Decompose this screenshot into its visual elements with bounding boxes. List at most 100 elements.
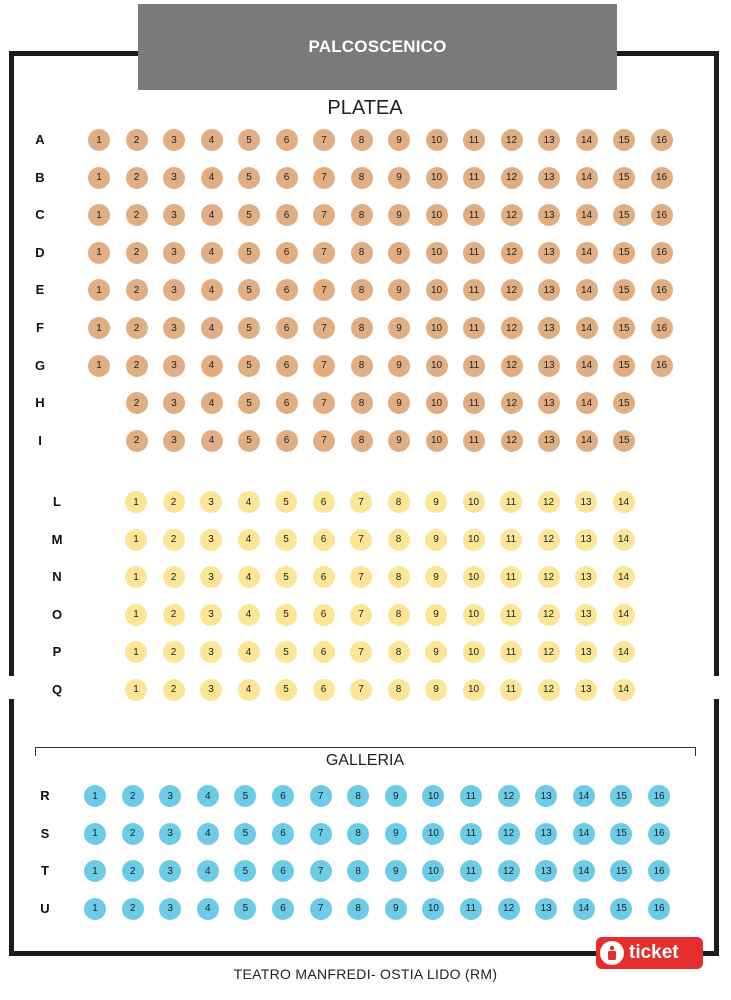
- seat-h-13[interactable]: 13: [538, 392, 560, 415]
- seat-s-16[interactable]: 16: [648, 822, 670, 845]
- seat-n-13[interactable]: 13: [575, 566, 597, 588]
- seat-a-4[interactable]: 4: [200, 129, 223, 151]
- seat-d-13[interactable]: 13: [538, 241, 560, 264]
- seat-n-12[interactable]: 12: [537, 566, 560, 588]
- seat-c-8[interactable]: 8: [350, 204, 373, 227]
- seat-q-5[interactable]: 5: [275, 678, 297, 701]
- seat-i-4[interactable]: 4: [200, 429, 223, 452]
- seat-g-6[interactable]: 6: [275, 354, 298, 377]
- seat-f-15[interactable]: 15: [613, 317, 635, 339]
- seat-q-8[interactable]: 8: [387, 678, 410, 701]
- seat-h-8[interactable]: 8: [350, 392, 373, 415]
- seat-m-1[interactable]: 1: [125, 528, 147, 551]
- seat-i-8[interactable]: 8: [350, 429, 373, 452]
- seat-o-3[interactable]: 3: [200, 603, 222, 626]
- seat-e-10[interactable]: 10: [425, 279, 448, 302]
- seat-o-4[interactable]: 4: [237, 603, 260, 626]
- seat-q-1[interactable]: 1: [125, 678, 147, 701]
- seat-q-13[interactable]: 13: [575, 678, 597, 701]
- seat-a-16[interactable]: 16: [650, 129, 673, 151]
- seat-t-5[interactable]: 5: [234, 860, 257, 883]
- seat-e-14[interactable]: 14: [575, 279, 598, 302]
- seat-r-3[interactable]: 3: [159, 785, 182, 807]
- seat-s-1[interactable]: 1: [84, 822, 106, 845]
- seat-l-6[interactable]: 6: [312, 491, 335, 513]
- seat-c-9[interactable]: 9: [388, 204, 410, 227]
- seat-f-9[interactable]: 9: [388, 317, 410, 339]
- seat-s-12[interactable]: 12: [497, 822, 520, 845]
- seat-g-16[interactable]: 16: [650, 354, 673, 377]
- seat-o-13[interactable]: 13: [575, 603, 597, 626]
- seat-h-14[interactable]: 14: [575, 392, 598, 415]
- seat-g-4[interactable]: 4: [200, 354, 223, 377]
- seat-b-5[interactable]: 5: [238, 166, 260, 189]
- seat-e-5[interactable]: 5: [238, 279, 260, 302]
- seat-e-11[interactable]: 11: [463, 279, 485, 302]
- seat-b-12[interactable]: 12: [500, 166, 523, 189]
- seat-d-16[interactable]: 16: [650, 241, 673, 264]
- seat-b-3[interactable]: 3: [163, 166, 185, 189]
- seat-b-10[interactable]: 10: [425, 166, 448, 189]
- seat-c-12[interactable]: 12: [500, 204, 523, 227]
- seat-r-6[interactable]: 6: [272, 785, 294, 807]
- seat-p-9[interactable]: 9: [425, 641, 447, 663]
- seat-n-3[interactable]: 3: [200, 566, 222, 588]
- seat-p-14[interactable]: 14: [612, 641, 635, 663]
- seat-m-13[interactable]: 13: [575, 528, 597, 551]
- seat-g-14[interactable]: 14: [575, 354, 598, 377]
- seat-a-8[interactable]: 8: [350, 129, 373, 151]
- seat-g-12[interactable]: 12: [500, 354, 523, 377]
- seat-l-10[interactable]: 10: [462, 491, 485, 513]
- seat-a-10[interactable]: 10: [425, 129, 448, 151]
- seat-t-16[interactable]: 16: [648, 860, 670, 883]
- seat-t-10[interactable]: 10: [422, 860, 445, 883]
- seat-d-1[interactable]: 1: [88, 241, 110, 264]
- seat-c-6[interactable]: 6: [275, 204, 298, 227]
- seat-f-6[interactable]: 6: [275, 317, 298, 339]
- seat-g-5[interactable]: 5: [238, 354, 260, 377]
- seat-u-16[interactable]: 16: [648, 897, 670, 920]
- seat-l-12[interactable]: 12: [537, 491, 560, 513]
- seat-l-2[interactable]: 2: [162, 491, 185, 513]
- seat-c-13[interactable]: 13: [538, 204, 560, 227]
- seat-g-15[interactable]: 15: [613, 354, 635, 377]
- seat-p-5[interactable]: 5: [275, 641, 297, 663]
- seat-l-4[interactable]: 4: [237, 491, 260, 513]
- seat-r-5[interactable]: 5: [234, 785, 257, 807]
- seat-f-14[interactable]: 14: [575, 317, 598, 339]
- seat-h-12[interactable]: 12: [500, 392, 523, 415]
- seat-l-3[interactable]: 3: [200, 491, 222, 513]
- seat-o-7[interactable]: 7: [350, 603, 372, 626]
- seat-i-9[interactable]: 9: [388, 429, 410, 452]
- seat-c-7[interactable]: 7: [313, 204, 335, 227]
- seat-u-8[interactable]: 8: [347, 897, 370, 920]
- seat-f-16[interactable]: 16: [650, 317, 673, 339]
- seat-r-12[interactable]: 12: [497, 785, 520, 807]
- seat-d-6[interactable]: 6: [275, 241, 298, 264]
- seat-c-16[interactable]: 16: [650, 204, 673, 227]
- seat-s-10[interactable]: 10: [422, 822, 445, 845]
- seat-a-12[interactable]: 12: [500, 129, 523, 151]
- seat-n-7[interactable]: 7: [350, 566, 372, 588]
- seat-h-4[interactable]: 4: [200, 392, 223, 415]
- seat-g-1[interactable]: 1: [88, 354, 110, 377]
- seat-g-2[interactable]: 2: [125, 354, 148, 377]
- seat-b-11[interactable]: 11: [463, 166, 485, 189]
- seat-s-14[interactable]: 14: [572, 822, 595, 845]
- seat-a-11[interactable]: 11: [463, 129, 485, 151]
- seat-e-4[interactable]: 4: [200, 279, 223, 302]
- seat-o-1[interactable]: 1: [125, 603, 147, 626]
- seat-p-6[interactable]: 6: [312, 641, 335, 663]
- seat-h-5[interactable]: 5: [238, 392, 260, 415]
- seat-h-3[interactable]: 3: [163, 392, 185, 415]
- seat-p-4[interactable]: 4: [237, 641, 260, 663]
- seat-f-4[interactable]: 4: [200, 317, 223, 339]
- seat-t-8[interactable]: 8: [347, 860, 370, 883]
- seat-t-12[interactable]: 12: [497, 860, 520, 883]
- seat-n-4[interactable]: 4: [237, 566, 260, 588]
- seat-d-3[interactable]: 3: [163, 241, 185, 264]
- seat-s-7[interactable]: 7: [309, 822, 332, 845]
- seat-c-1[interactable]: 1: [88, 204, 110, 227]
- seat-d-15[interactable]: 15: [613, 241, 635, 264]
- seat-l-13[interactable]: 13: [575, 491, 597, 513]
